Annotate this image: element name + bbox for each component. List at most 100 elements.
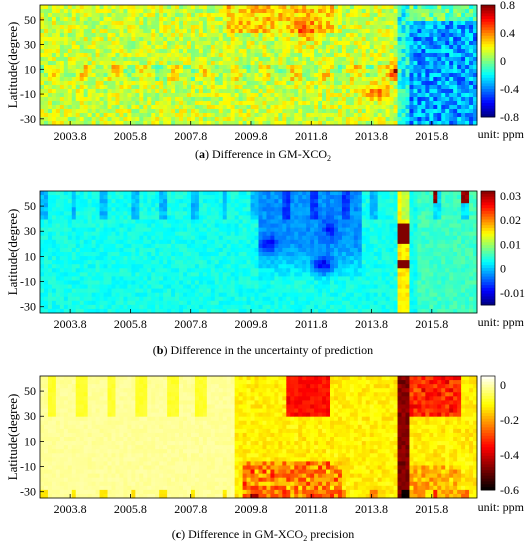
heatmap-cell: [433, 17, 438, 22]
heatmap-cell: [393, 53, 398, 58]
heatmap-cell: [314, 25, 319, 30]
heatmap-cell: [365, 21, 371, 26]
heatmap-cell: [389, 101, 394, 106]
heatmap-cell: [413, 33, 418, 38]
heatmap-cell: [67, 25, 73, 30]
heatmap-cell: [43, 300, 49, 306]
heatmap-cell: [159, 25, 164, 30]
heatmap-cell: [190, 260, 196, 265]
heatmap-cell: [175, 252, 180, 257]
heatmap-cell: [190, 207, 196, 212]
heatmap-cell: [282, 25, 287, 30]
heatmap-cell: [330, 97, 335, 102]
heatmap-cell: [55, 243, 61, 249]
heatmap-cell: [186, 5, 192, 10]
heatmap-cell: [183, 81, 188, 86]
heatmap-cell: [51, 195, 57, 200]
heatmap-cell: [107, 308, 112, 314]
heatmap-cell: [107, 296, 112, 302]
heatmap-cell: [290, 109, 295, 114]
heatmap-cell: [111, 81, 116, 86]
heatmap-cell: [47, 268, 53, 273]
heatmap-cell: [159, 109, 164, 114]
heatmap-cell: [83, 247, 89, 253]
heatmap-cell: [183, 215, 188, 220]
heatmap-cell: [131, 288, 136, 294]
heatmap-cell: [119, 223, 124, 228]
heatmap-cell: [421, 89, 426, 94]
heatmap-cell: [127, 247, 132, 253]
heatmap-cell: [83, 280, 89, 285]
heatmap-cell: [119, 211, 124, 216]
heatmap-cell: [179, 93, 184, 98]
heatmap-cell: [429, 25, 434, 30]
heatmap-cell: [385, 93, 390, 98]
heatmap-cell: [131, 81, 136, 86]
heatmap-cell: [469, 37, 474, 42]
heatmap-cell: [75, 93, 81, 98]
heatmap-cell: [163, 65, 168, 70]
heatmap-cell: [67, 105, 73, 110]
heatmap-cell: [198, 215, 204, 220]
heatmap-cell: [194, 195, 200, 200]
heatmap-cell: [67, 223, 73, 228]
heatmap-cell: [143, 256, 148, 261]
heatmap-cell: [449, 17, 454, 22]
heatmap-cell: [286, 61, 291, 66]
heatmap-cell: [206, 219, 212, 224]
heatmap-cell: [234, 93, 240, 98]
heatmap-cell: [179, 29, 184, 34]
heatmap-cell: [63, 21, 69, 26]
heatmap-cell: [186, 239, 192, 245]
heatmap-cell: [206, 85, 212, 90]
heatmap-cell: [111, 260, 116, 265]
heatmap-cell: [107, 219, 112, 224]
heatmap-cell: [314, 121, 319, 126]
heatmap-cell: [43, 304, 49, 310]
heatmap-cell: [47, 101, 53, 106]
heatmap-cell: [282, 17, 287, 22]
heatmap-cell: [186, 121, 192, 126]
heatmap-cell: [167, 211, 172, 216]
heatmap-cell: [159, 247, 164, 253]
heatmap-cell: [43, 41, 49, 46]
heatmap-cell: [175, 17, 180, 22]
heatmap-cell: [202, 264, 208, 269]
heatmap-cell: [353, 69, 359, 74]
heatmap-cell: [186, 53, 192, 58]
colorbar-swatch: [481, 7, 495, 11]
heatmap-cell: [91, 223, 97, 228]
heatmap-cell: [330, 77, 335, 82]
heatmap-cell: [214, 89, 220, 94]
heatmap-cell: [163, 260, 168, 265]
heatmap-cell: [79, 37, 85, 42]
heatmap-cell: [63, 288, 69, 294]
plot-frame: [39, 4, 478, 126]
heatmap-cell: [79, 13, 85, 18]
heatmap-cell: [270, 97, 275, 102]
heatmap-cell: [409, 69, 414, 74]
heatmap-cell: [151, 53, 156, 58]
heatmap-cell: [103, 33, 108, 38]
heatmap-cell: [51, 284, 57, 289]
heatmap-cell: [290, 13, 295, 18]
heatmap-cell: [365, 73, 371, 78]
heatmap-cell: [210, 65, 216, 70]
heatmap-cell: [131, 215, 136, 220]
heatmap-cell: [318, 49, 323, 54]
heatmap-cell: [294, 49, 299, 54]
heatmap-cell: [433, 89, 438, 94]
heatmap-cell: [163, 280, 168, 285]
heatmap-cell: [115, 247, 120, 253]
heatmap-cell: [186, 85, 192, 90]
heatmap-cell: [242, 85, 247, 90]
heatmap-cell: [230, 207, 236, 212]
heatmap-cell: [381, 109, 387, 114]
heatmap-cell: [270, 37, 275, 42]
heatmap-cell: [294, 41, 299, 46]
heatmap-cell: [202, 57, 208, 62]
heatmap-cell: [270, 89, 275, 94]
heatmap-cell: [63, 81, 69, 86]
heatmap-cell: [63, 272, 69, 277]
heatmap-cell: [333, 37, 339, 42]
